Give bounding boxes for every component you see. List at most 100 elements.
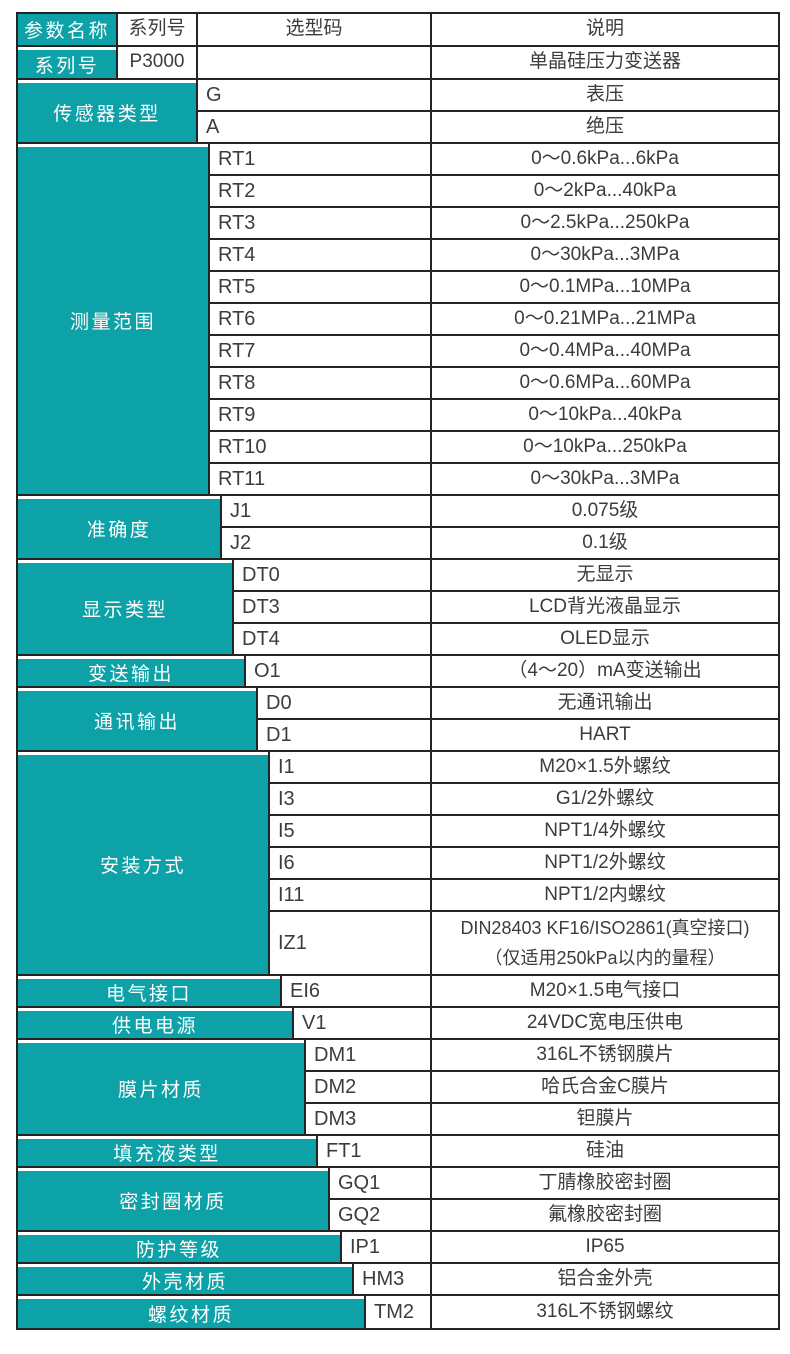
option-desc-cell: 0.1级 — [432, 528, 778, 560]
option-code-cell: EI6 — [282, 976, 432, 1008]
option-desc-cell: 24VDC宽电压供电 — [432, 1008, 778, 1040]
option-code-cell: RT2 — [210, 176, 432, 208]
option-desc-cell: NPT1/2内螺纹 — [432, 880, 778, 912]
option-desc-cell: 0～2kPa...40kPa — [432, 176, 778, 208]
option-code-cell: V1 — [294, 1008, 432, 1040]
option-code-cell: RT8 — [210, 368, 432, 400]
option-desc-cell: 铝合金外壳 — [432, 1264, 778, 1296]
option-desc-cell: IP65 — [432, 1232, 778, 1264]
param-group-cell: 变送输出 — [18, 656, 246, 688]
option-desc-cell: （4～20）mA变送输出 — [432, 656, 778, 688]
option-code-cell: RT7 — [210, 336, 432, 368]
param-group-label: 显示类型 — [18, 563, 232, 654]
option-code-cell: I5 — [270, 816, 432, 848]
option-desc-cell: 0～30kPa...3MPa — [432, 240, 778, 272]
header-code-label: 选型码 — [198, 14, 432, 47]
option-code-cell: GQ2 — [330, 1200, 432, 1232]
option-desc-cell: 无显示 — [432, 560, 778, 592]
option-code-cell: D0 — [258, 688, 432, 720]
series-value: P3000 — [118, 47, 198, 80]
param-group-cell: 传感器类型 — [18, 80, 198, 144]
option-code-cell: J2 — [222, 528, 432, 560]
option-desc-cell: NPT1/2外螺纹 — [432, 848, 778, 880]
param-group-label: 膜片材质 — [18, 1043, 304, 1134]
option-code-cell: DM2 — [306, 1072, 432, 1104]
option-code-cell: DT0 — [234, 560, 432, 592]
model-selection-table: 参数名称 系列号 选型码 说明 系列号 P3000 单晶硅压力变送器 传感器类型… — [16, 12, 780, 1330]
param-group-cell: 电气接口 — [18, 976, 282, 1008]
param-group-label: 电气接口 — [18, 979, 280, 1006]
option-code-cell: A — [198, 112, 432, 144]
option-desc-cell: 0～10kPa...250kPa — [432, 432, 778, 464]
param-group-label: 螺纹材质 — [18, 1299, 364, 1328]
option-code-cell: RT6 — [210, 304, 432, 336]
param-group-cell: 填充液类型 — [18, 1136, 318, 1168]
option-desc-cell: DIN28403 KF16/ISO2861(真空接口) （仅适用250kPa以内… — [432, 912, 778, 976]
option-code-cell: RT5 — [210, 272, 432, 304]
param-group-cell: 显示类型 — [18, 560, 234, 656]
option-desc-cell: NPT1/4外螺纹 — [432, 816, 778, 848]
param-group-label: 变送输出 — [18, 659, 244, 686]
option-code-cell: O1 — [246, 656, 432, 688]
param-group-cell: 供电电源 — [18, 1008, 294, 1040]
option-code-cell: DM3 — [306, 1104, 432, 1136]
option-desc-cell: 0～0.4MPa...40MPa — [432, 336, 778, 368]
option-desc-cell: 0.075级 — [432, 496, 778, 528]
option-desc-cell: M20×1.5电气接口 — [432, 976, 778, 1008]
param-group-cell: 防护等级 — [18, 1232, 342, 1264]
param-group-label: 通讯输出 — [18, 691, 256, 750]
header-param-cell: 参数名称 — [18, 14, 118, 47]
option-code-cell: RT1 — [210, 144, 432, 176]
param-group-label: 供电电源 — [18, 1011, 292, 1038]
option-code-cell: DT4 — [234, 624, 432, 656]
param-group-cell: 外壳材质 — [18, 1264, 354, 1296]
option-code-cell: I3 — [270, 784, 432, 816]
option-code-cell: RT10 — [210, 432, 432, 464]
option-code-cell: GQ1 — [330, 1168, 432, 1200]
series-code-cell — [198, 47, 432, 80]
option-desc-cell: 0～30kPa...3MPa — [432, 464, 778, 496]
option-code-cell: RT4 — [210, 240, 432, 272]
series-desc-cell: 单晶硅压力变送器 — [432, 47, 778, 80]
option-desc-cell: 0～0.1MPa...10MPa — [432, 272, 778, 304]
option-code-cell: RT3 — [210, 208, 432, 240]
option-code-cell: I11 — [270, 880, 432, 912]
option-desc-cell: 0～2.5kPa...250kPa — [432, 208, 778, 240]
option-code-cell: RT11 — [210, 464, 432, 496]
param-group-label: 安装方式 — [18, 755, 268, 974]
param-group-label: 外壳材质 — [18, 1267, 352, 1294]
header-desc-label: 说明 — [432, 14, 778, 47]
option-code-cell: I1 — [270, 752, 432, 784]
param-group-label: 测量范围 — [18, 147, 208, 494]
option-desc-cell: G1/2外螺纹 — [432, 784, 778, 816]
header-series-label: 系列号 — [118, 14, 198, 47]
param-group-cell: 准确度 — [18, 496, 222, 560]
option-code-cell: RT9 — [210, 400, 432, 432]
option-desc-cell: OLED显示 — [432, 624, 778, 656]
option-desc-cell: 氟橡胶密封圈 — [432, 1200, 778, 1232]
option-desc-cell: 0～10kPa...40kPa — [432, 400, 778, 432]
option-code-cell: HM3 — [354, 1264, 432, 1296]
option-code-cell: DM1 — [306, 1040, 432, 1072]
option-desc-cell: 316L不锈钢膜片 — [432, 1040, 778, 1072]
param-group-label: 传感器类型 — [18, 83, 196, 142]
option-code-cell: TM2 — [366, 1296, 432, 1328]
series-row-label: 系列号 — [18, 50, 116, 78]
option-desc-cell: 硅油 — [432, 1136, 778, 1168]
option-code-cell: I6 — [270, 848, 432, 880]
option-desc-cell: 0～0.6MPa...60MPa — [432, 368, 778, 400]
param-group-cell: 测量范围 — [18, 144, 210, 496]
option-desc-cell: HART — [432, 720, 778, 752]
param-group-label: 防护等级 — [18, 1235, 340, 1262]
option-desc-cell: 哈氏合金C膜片 — [432, 1072, 778, 1104]
option-desc-cell: 绝压 — [432, 112, 778, 144]
option-code-cell: DT3 — [234, 592, 432, 624]
option-desc-cell: LCD背光液晶显示 — [432, 592, 778, 624]
param-group-label: 准确度 — [18, 499, 220, 558]
param-group-cell: 膜片材质 — [18, 1040, 306, 1136]
option-desc-cell: 无通讯输出 — [432, 688, 778, 720]
series-row-cell: 系列号 — [18, 47, 118, 80]
param-group-label: 密封圈材质 — [18, 1171, 328, 1230]
option-code-cell: FT1 — [318, 1136, 432, 1168]
